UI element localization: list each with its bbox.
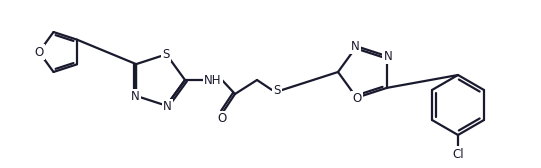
Text: N: N — [351, 40, 360, 53]
Text: O: O — [217, 113, 227, 125]
Text: O: O — [352, 92, 361, 105]
Text: S: S — [273, 83, 281, 96]
Text: O: O — [35, 46, 44, 58]
Text: N: N — [384, 50, 392, 63]
Text: Cl: Cl — [452, 148, 464, 160]
Text: N: N — [163, 100, 171, 113]
Text: N: N — [131, 90, 140, 103]
Text: S: S — [163, 48, 170, 61]
Text: NH: NH — [204, 74, 222, 87]
